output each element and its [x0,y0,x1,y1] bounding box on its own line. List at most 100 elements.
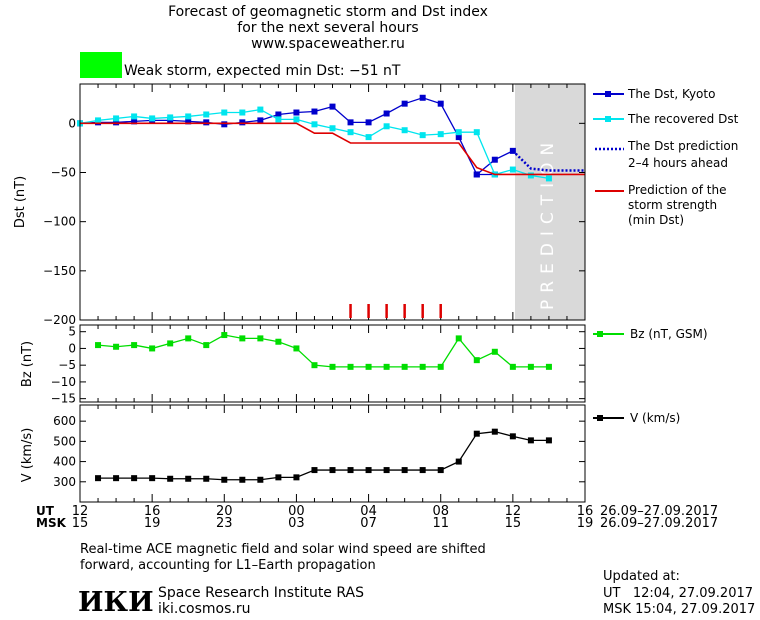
legend-kyoto-marker [605,91,611,97]
msk-tick-label: 19 [577,516,594,531]
y-tick-label: −200 [43,313,76,327]
y-tick-label: 600 [53,414,76,428]
storm-status-swatch [80,52,122,78]
legend-storm-label1: Prediction of the [628,183,727,197]
v-ylabel: V (km/s) [20,428,35,483]
chart-title-line1: Forecast of geomagnetic storm and Dst in… [168,4,488,20]
ut-tick-label: 16 [577,504,594,519]
bz-point [95,342,102,349]
recovered-point [437,131,444,138]
v-point [95,475,102,482]
bz-point [455,335,462,342]
bz-point [329,363,336,370]
recovered-point [365,134,372,141]
legend-storm-label2: storm strength [628,198,717,212]
v-point [365,467,372,474]
kyoto-tail-point [473,171,480,178]
ut-tick-label: 20 [216,504,233,519]
v-point [437,467,444,474]
bz-point [419,363,426,370]
recovered-point [185,113,192,120]
v-point [509,433,516,440]
bz-point [473,357,480,364]
recovered-point [473,129,480,136]
y-tick-label: −10 [51,375,76,389]
bz-point [311,362,318,369]
legend-prediction-label1: The Dst prediction [627,139,738,153]
dst-ylabel: Dst (nT) [13,176,28,228]
msk-tick-label: 11 [432,516,449,531]
msk-label: MSK [36,516,67,530]
y-tick-label: −100 [43,215,76,229]
v-point [275,474,282,481]
bz-series [95,332,552,370]
recovered-point [311,121,318,128]
v-point [257,476,264,483]
ut-tick-label: 12 [505,504,522,519]
v-point [473,430,480,437]
ut-tick-label: 08 [432,504,449,519]
recovered-point [167,114,174,121]
v-point [383,467,390,474]
legend-recovered-label: The recovered Dst [627,112,739,126]
kyoto-point [365,119,372,126]
kyoto-point [455,134,462,141]
kyoto-point [185,118,192,125]
ut-tick-label: 16 [144,504,161,519]
bz-point [509,363,516,370]
y-tick-label: 0 [68,341,76,355]
recovered-point [401,127,408,134]
updated-ut: UT 12:04, 27.09.2017 [603,586,753,601]
v-point [113,475,120,482]
y-tick-label: 300 [53,475,76,489]
bz-point [401,363,408,370]
header-site: www.spaceweather.ru [251,36,405,52]
v-point [527,437,534,444]
updated-msk: MSK 15:04, 27.09.2017 [603,602,755,617]
ut-date-range: 26.09–27.09.2017 [600,504,718,519]
legend-v-label: V (km/s) [630,411,680,425]
prediction-line [511,149,585,172]
kyoto-point [383,110,390,117]
legend-recovered-marker [605,116,611,122]
ut-tick-label: 04 [360,504,377,519]
v-panel: 300 400 500 600 V (km/s) [20,404,586,503]
recovered-point [131,113,138,120]
ut-tick-label: 12 [72,504,89,519]
kyoto-point [419,94,426,101]
recovered-point [257,106,264,113]
bz-point [365,363,372,370]
kyoto-point [311,108,318,115]
dst-series [77,94,585,318]
bz-point [293,345,300,352]
recovered-point [347,129,354,136]
kyoto-point [203,119,210,126]
bz-point [527,363,534,370]
v-point [401,467,408,474]
v-point [221,476,228,483]
v-point [203,475,210,482]
v-point [347,467,354,474]
v-point [131,475,138,482]
legend-kyoto-label: The Dst, Kyoto [627,87,715,101]
bz-point [275,338,282,345]
v-point [149,475,156,482]
kyoto-point [347,119,354,126]
kyoto-line [79,97,495,176]
kyoto-point [257,117,264,124]
v-point [329,467,336,474]
msk-tick-label: 23 [216,516,233,531]
updated-label: Updated at: [603,569,680,584]
chart-title-line2: for the next several hours [237,20,418,36]
bz-point [239,335,246,342]
time-axis: UT MSK 26.09–27.09.2017 26.09–27.09.2017… [36,504,718,531]
bz-axis: 5 0 −5 −10 −15 [51,325,586,406]
kyoto-point [437,100,444,107]
msk-tick-label: 19 [144,516,161,531]
bz-point [347,363,354,370]
kyoto-point [275,111,282,118]
v-line [98,431,549,481]
msk-tick-label: 15 [505,516,522,531]
kyoto-point [131,118,138,125]
